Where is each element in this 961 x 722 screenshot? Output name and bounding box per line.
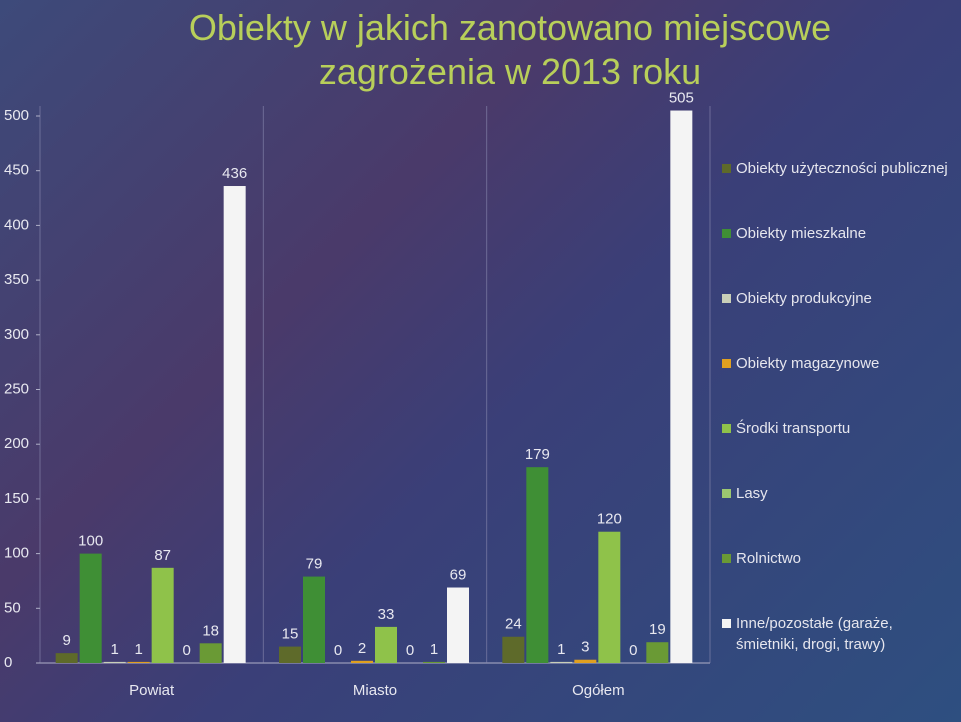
legend-label: Obiekty magazynowe xyxy=(736,355,880,372)
y-tick-label: 200 xyxy=(4,435,29,452)
y-tick-label: 100 xyxy=(4,545,29,562)
bar xyxy=(502,636,525,663)
legend-label: Obiekty mieszkalne xyxy=(736,225,867,242)
y-tick-label: 50 xyxy=(4,599,21,616)
legend-entry: Rolnictwo xyxy=(722,548,954,613)
bar xyxy=(550,661,573,663)
value-label: 1 xyxy=(557,641,565,658)
legend-label: Inne/pozostałe (garaże, śmietniki, drogi… xyxy=(736,615,893,653)
y-tick-label: 250 xyxy=(4,380,29,397)
y-tick-label: 300 xyxy=(4,326,29,343)
legend-entry: Inne/pozostałe (garaże, śmietniki, drogi… xyxy=(722,613,954,678)
legend-label: Środki transportu xyxy=(736,420,851,437)
legend-label: Obiekty produkcyjne xyxy=(736,290,872,307)
value-label: 87 xyxy=(154,547,171,564)
bar xyxy=(151,567,174,663)
legend-label: Lasy xyxy=(736,485,768,502)
bar xyxy=(598,531,621,663)
value-label: 505 xyxy=(669,89,694,106)
value-label: 100 xyxy=(78,533,103,550)
value-label: 19 xyxy=(649,621,666,638)
legend-entry: Lasy xyxy=(722,483,954,548)
bar xyxy=(103,661,126,663)
y-tick-label: 350 xyxy=(4,271,29,288)
bar xyxy=(55,653,78,663)
value-label: 79 xyxy=(306,556,323,573)
value-label: 1 xyxy=(110,641,118,658)
legend-entry: Środki transportu xyxy=(722,418,954,483)
bar xyxy=(79,553,102,663)
legend-swatch xyxy=(722,554,731,563)
legend-entry: Obiekty użyteczności publicznej xyxy=(722,158,954,223)
value-label: 179 xyxy=(525,446,550,463)
y-tick-label: 150 xyxy=(4,490,29,507)
bar xyxy=(526,467,549,663)
bar xyxy=(127,661,150,663)
legend-swatch xyxy=(722,424,731,433)
bar xyxy=(351,660,373,663)
legend-swatch xyxy=(722,489,731,498)
y-tick-label: 0 xyxy=(4,654,12,671)
x-tick-label: Miasto xyxy=(353,682,397,699)
bar xyxy=(223,186,246,664)
legend-swatch xyxy=(722,164,731,173)
value-label: 0 xyxy=(406,642,414,659)
y-tick-label: 500 xyxy=(4,107,29,124)
value-label: 24 xyxy=(505,616,522,633)
legend-swatch xyxy=(722,359,731,368)
bar xyxy=(423,661,445,663)
bar xyxy=(303,576,325,663)
legend-swatch xyxy=(722,619,731,628)
legend-entry: Obiekty magazynowe xyxy=(722,353,954,418)
bar xyxy=(447,587,469,663)
legend-entry: Obiekty produkcyjne xyxy=(722,288,954,353)
value-label: 15 xyxy=(282,626,299,643)
bar xyxy=(670,110,693,663)
legend: Obiekty użyteczności publicznej Obiekty m… xyxy=(722,158,954,678)
value-label: 69 xyxy=(450,566,467,583)
chart-title: Obiekty w jakich zanotowano miejscowe za… xyxy=(188,7,832,92)
bar xyxy=(375,626,397,663)
y-tick-label: 400 xyxy=(4,216,29,233)
value-label: 120 xyxy=(597,511,622,528)
value-label: 2 xyxy=(358,640,366,657)
legend-swatch xyxy=(722,229,731,238)
value-label: 33 xyxy=(378,606,395,623)
x-tick-label: Powiat xyxy=(129,682,175,699)
legend-entry: Obiekty mieszkalne xyxy=(722,223,954,288)
bar xyxy=(199,643,222,663)
value-label: 9 xyxy=(62,632,70,649)
value-label: 436 xyxy=(222,165,247,182)
legend-label: Obiekty użyteczności publicznej xyxy=(736,160,948,177)
value-label: 1 xyxy=(134,641,142,658)
value-label: 0 xyxy=(629,642,637,659)
value-label: 18 xyxy=(202,622,219,639)
legend-label: Rolnictwo xyxy=(736,550,802,567)
y-tick-label: 450 xyxy=(4,162,29,179)
bar xyxy=(646,642,669,663)
value-label: 3 xyxy=(581,639,589,656)
value-label: 1 xyxy=(430,641,438,658)
bar xyxy=(279,646,301,663)
legend-swatch xyxy=(722,294,731,303)
x-tick-label: Ogółem xyxy=(572,682,625,699)
value-label: 0 xyxy=(182,642,190,659)
value-label: 0 xyxy=(334,642,342,659)
bar xyxy=(574,659,597,663)
